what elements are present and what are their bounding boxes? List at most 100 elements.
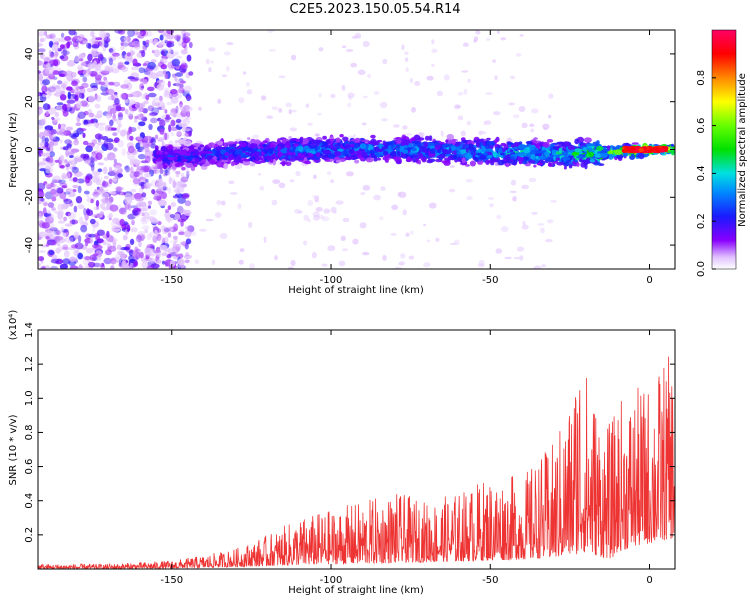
spectrogram-cell [168,169,171,177]
spectrogram-cell [107,215,113,218]
spectrogram-cell [129,136,133,141]
spectrogram-cell [65,223,73,226]
spectrogram-cell [162,252,168,256]
spectrogram-cell [130,194,135,201]
spectrogram-cell [403,209,407,215]
spectrogram-cell [565,157,570,161]
spectrogram-cell [39,192,45,198]
spectrogram-cell [449,189,455,193]
spectrogram-cell [246,82,250,87]
spectrogram-cell [55,112,60,117]
spectrogram-cell [102,181,109,188]
spectrogram-cell [137,136,143,140]
spectrogram-cell [405,67,408,72]
spectrogram-cell [411,107,416,113]
spectrogram-cell [390,233,397,236]
spectrogram-cell [427,76,434,81]
spectrogram-cell [511,180,516,186]
spectrogram-cell [88,262,95,268]
spectrogram-cell [176,174,180,177]
spectrogram-cell [550,200,557,203]
spectrogram-cell [92,44,100,48]
snr-ytick-label: 0.4 [24,493,35,509]
spectrogram-cell [157,84,165,91]
spectrogram-cell [85,241,88,246]
spectrogram-cell [168,144,172,148]
spectrogram-cell [303,146,309,151]
spectrogram-cell [672,147,676,149]
spectrogram-cell [402,125,408,129]
spectrogram-cell [198,107,202,111]
spectrogram-cell [343,218,350,222]
spectrogram-cell [164,109,167,113]
spectrogram-cell [54,119,59,123]
spectrogram-cell [202,164,209,167]
spectrogram-ytick-label: -40 [24,237,35,253]
spectrogram-cell [233,157,240,163]
spectrogram-cell [164,237,168,244]
spectrogram-cell [165,159,169,163]
spectrogram-cell [475,30,480,34]
spectrogram-cell [559,148,563,153]
spectrogram-cell [240,248,245,252]
spectrogram-cell [165,37,168,43]
spectrogram-cell [596,140,600,145]
spectrogram-cell [36,125,43,129]
spectrogram-cell [266,115,273,119]
spectrogram-ylabel: Frequency (Hz) [8,112,19,188]
spectrogram-cell [531,108,539,113]
spectrogram-cell [147,266,154,271]
spectrogram-cell [45,67,54,74]
spectrogram-cell [66,41,70,48]
spectrogram-cell [257,149,261,152]
spectrogram-cell [79,128,86,131]
spectrogram-cell [287,144,291,149]
spectrogram-cell [96,207,99,210]
spectrogram-cell [60,94,67,100]
spectrogram-cell [141,225,149,230]
spectrogram-cell [409,256,415,260]
spectrogram-cell [421,147,425,153]
spectrogram-cell [238,97,244,103]
spectrogram-cell [206,59,210,65]
spectrogram-cell [391,205,398,211]
spectrogram-cell [148,93,157,98]
spectrogram-cell [324,150,331,154]
spectrogram-cell [461,140,467,143]
spectrogram-cell [46,230,55,237]
spectrogram-cell [427,240,430,243]
spectrogram-cell [138,121,145,126]
spectrogram-cell [475,153,482,156]
spectrogram-cell [84,213,88,221]
spectrogram-cell [117,251,124,255]
spectrogram-cell [486,38,490,42]
spectrogram-cell [42,94,45,97]
spectrogram-cell [154,49,160,57]
spectrogram-cell [168,232,172,237]
spectrogram-cell [148,124,152,130]
spectrogram-cell [97,255,101,261]
spectrogram-cell [414,141,421,145]
spectrogram-cell [69,133,76,138]
spectrogram-cell [65,164,70,168]
spectrogram-cell [493,111,501,115]
spectrogram-cell [313,175,317,179]
spectrogram-cell [323,208,330,213]
spectrogram-cell [239,260,244,265]
spectrogram-cell [498,148,502,154]
spectrogram-cell [327,245,335,251]
spectrogram-cell [228,181,234,184]
spectrogram-cell [279,183,286,189]
spectrogram-cell [73,140,79,146]
spectrogram-cell [343,150,348,156]
spectrogram-cell [173,236,178,240]
spectrogram-cell [250,162,255,166]
spectrogram-cell [121,66,128,72]
spectrogram-cell [125,165,130,173]
spectrogram-cell [380,186,386,191]
spectrogram-ytick-label: 20 [24,95,35,108]
spectrogram-cell [268,148,273,154]
spectrogram-cell [185,132,192,138]
spectrogram-cell [632,142,639,144]
spectrogram-cell [115,165,122,170]
